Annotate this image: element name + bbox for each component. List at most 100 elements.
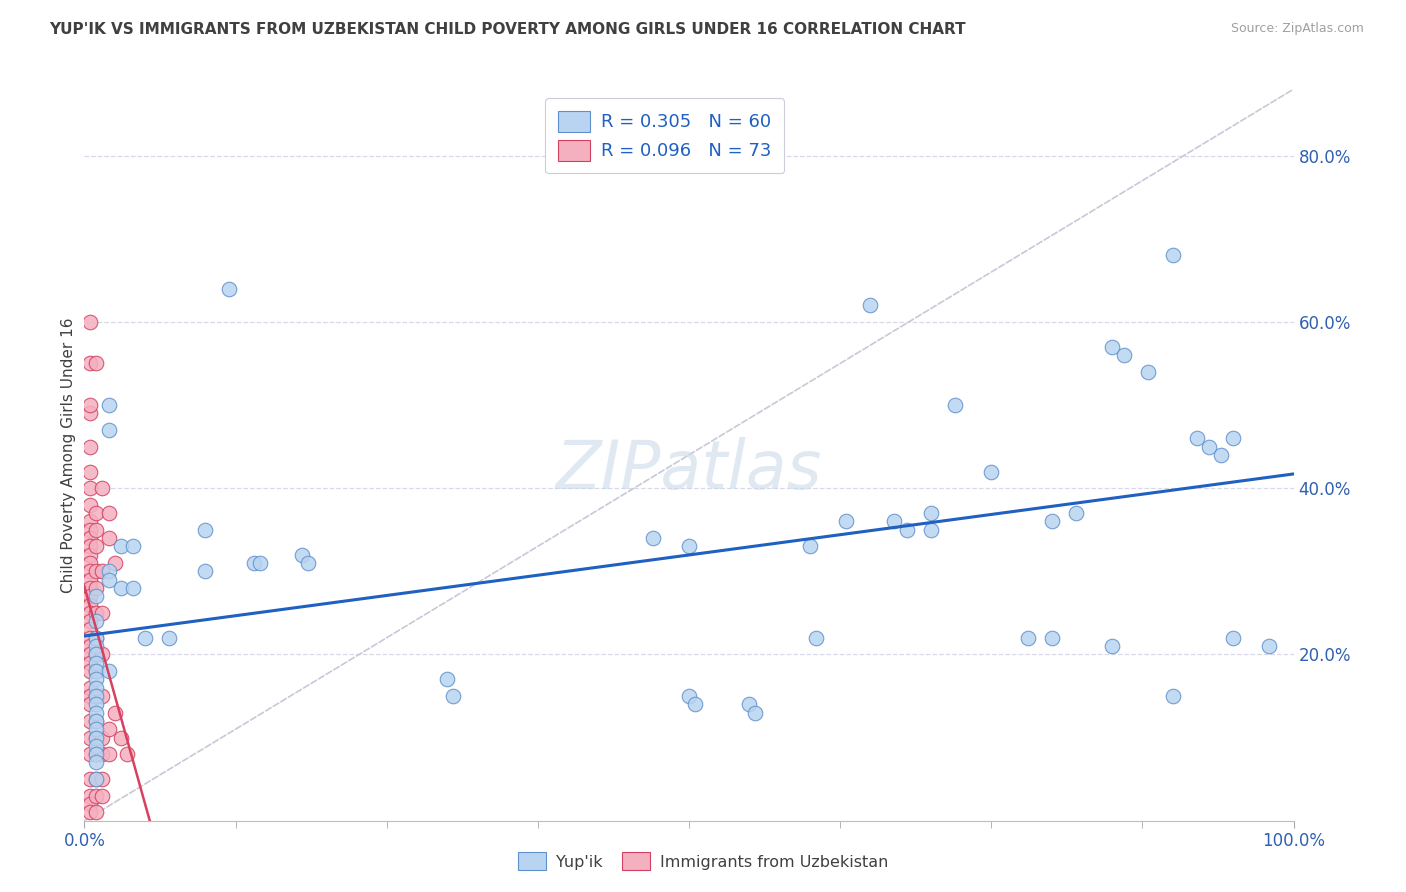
Point <box>194 523 217 537</box>
Point <box>678 539 700 553</box>
Text: ZIPatlas: ZIPatlas <box>555 436 823 502</box>
Point <box>79 406 101 420</box>
Point <box>194 564 217 578</box>
Point <box>920 506 942 520</box>
Point <box>79 556 101 570</box>
Point <box>91 772 114 786</box>
Point <box>79 714 101 728</box>
Point <box>86 706 108 720</box>
Point <box>79 614 101 628</box>
Point <box>79 623 101 637</box>
Point <box>86 523 108 537</box>
Point <box>97 573 120 587</box>
Point <box>1185 431 1208 445</box>
Point <box>79 573 101 587</box>
Legend: R = 0.305   N = 60, R = 0.096   N = 73: R = 0.305 N = 60, R = 0.096 N = 73 <box>546 98 785 173</box>
Point <box>86 564 108 578</box>
Point <box>97 506 120 520</box>
Point <box>86 772 108 786</box>
Point <box>79 523 101 537</box>
Point <box>1161 248 1184 262</box>
Point <box>86 631 108 645</box>
Point <box>91 564 114 578</box>
Point <box>79 481 101 495</box>
Point <box>79 589 101 603</box>
Point <box>91 606 114 620</box>
Point <box>110 581 132 595</box>
Point <box>115 747 138 761</box>
Point <box>1209 448 1232 462</box>
Point <box>97 423 120 437</box>
Point <box>79 315 101 329</box>
Point <box>1017 631 1039 645</box>
Point <box>121 581 143 595</box>
Point <box>91 747 114 761</box>
Point <box>835 515 858 529</box>
Point <box>86 731 108 745</box>
Point <box>86 673 108 687</box>
Text: Source: ZipAtlas.com: Source: ZipAtlas.com <box>1230 22 1364 36</box>
Point <box>86 723 108 737</box>
Point <box>79 731 101 745</box>
Point <box>79 698 101 712</box>
Point <box>91 689 114 703</box>
Point <box>79 681 101 695</box>
Point <box>91 648 114 662</box>
Point <box>86 739 108 753</box>
Point <box>1258 639 1281 653</box>
Point <box>79 498 101 512</box>
Point <box>1198 440 1220 454</box>
Point <box>1040 631 1063 645</box>
Point <box>110 539 132 553</box>
Point <box>859 298 882 312</box>
Text: YUP'IK VS IMMIGRANTS FROM UZBEKISTAN CHILD POVERTY AMONG GIRLS UNDER 16 CORRELAT: YUP'IK VS IMMIGRANTS FROM UZBEKISTAN CHI… <box>49 22 966 37</box>
Point <box>86 506 108 520</box>
Point <box>744 706 766 720</box>
Point <box>738 698 761 712</box>
Point <box>86 805 108 820</box>
Point <box>86 689 108 703</box>
Point <box>86 539 108 553</box>
Point <box>86 589 108 603</box>
Point <box>883 515 905 529</box>
Point <box>441 689 464 703</box>
Point <box>218 282 240 296</box>
Point <box>86 714 108 728</box>
Point <box>804 631 827 645</box>
Point <box>79 539 101 553</box>
Point <box>97 564 120 578</box>
Point <box>79 440 101 454</box>
Y-axis label: Child Poverty Among Girls Under 16: Child Poverty Among Girls Under 16 <box>60 318 76 592</box>
Point <box>678 689 700 703</box>
Point <box>86 639 108 653</box>
Point <box>79 797 101 811</box>
Point <box>79 648 101 662</box>
Point <box>702 149 724 163</box>
Point <box>79 664 101 678</box>
Point <box>104 706 127 720</box>
Point <box>86 772 108 786</box>
Point <box>79 531 101 545</box>
Point <box>436 673 458 687</box>
Point <box>1101 639 1123 653</box>
Point <box>157 631 180 645</box>
Point <box>134 631 156 645</box>
Point <box>79 398 101 412</box>
Point <box>242 556 264 570</box>
Point <box>86 747 108 761</box>
Point <box>86 714 108 728</box>
Point <box>1222 631 1244 645</box>
Point <box>79 356 101 370</box>
Point <box>86 631 108 645</box>
Point <box>91 789 114 803</box>
Point <box>1161 689 1184 703</box>
Point <box>79 772 101 786</box>
Point <box>79 639 101 653</box>
Point <box>91 731 114 745</box>
Point <box>86 698 108 712</box>
Point <box>249 556 271 570</box>
Point <box>920 523 942 537</box>
Point <box>79 598 101 612</box>
Point <box>79 631 101 645</box>
Point <box>641 531 664 545</box>
